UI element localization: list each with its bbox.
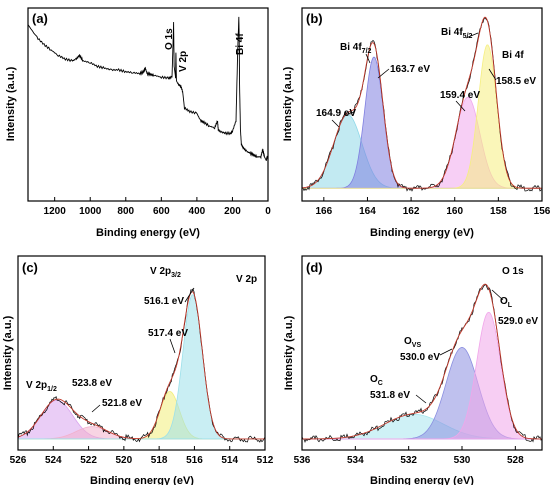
panel-b-frame xyxy=(301,7,543,202)
panel-d-label: (d) xyxy=(306,260,323,275)
panel-d-x-ticks: 536 534 532 530 528 xyxy=(294,446,524,466)
panel-c-envelope xyxy=(17,291,265,440)
panel-a-y-axis-label: Intensity (a.u.) xyxy=(5,66,17,141)
panel-b-y-axis-label: Intensity (a.u.) xyxy=(282,66,294,141)
panel-d-x-axis-label: Binding energy (eV) xyxy=(370,475,474,485)
panel-a-frame xyxy=(27,7,269,202)
panel-d-arrow-5300 xyxy=(439,348,453,356)
panel-a-peak-label-v2p: V 2p xyxy=(178,51,189,72)
panel-d-x-tick-label: 536 xyxy=(294,455,311,466)
panel-a-peak-label-bi4f: Bi 4f xyxy=(235,33,246,55)
panel-c-x-tick-label: 522 xyxy=(80,455,97,466)
panel-d-x-tick-label: 534 xyxy=(347,455,364,466)
panel-b-arrow-5-2 xyxy=(465,32,479,39)
panel-b-group-label-5-2: Bi 4f5/2 xyxy=(441,27,473,40)
panel-b-group-label-7-2: Bi 4f7/2 xyxy=(340,42,372,55)
panel-a-x-tick-label: 1200 xyxy=(44,206,67,217)
panel-c-label: (c) xyxy=(22,260,38,275)
panel-a-x-tick-label: 200 xyxy=(224,206,241,217)
panel-c-peak-fills xyxy=(17,294,265,440)
panel-a-x-tick-label: 600 xyxy=(153,206,170,217)
panel-b-x-tick-label: 164 xyxy=(359,206,376,217)
panel-b-peak-label-1594: 159.4 eV xyxy=(440,90,480,101)
panel-b-x-tick-label: 162 xyxy=(403,206,420,217)
panel-d-x-tick-label: 532 xyxy=(400,455,417,466)
panel-b-peak-label-1637: 163.7 eV xyxy=(390,64,430,75)
panel-d-peak-label-5300: 530.0 eV xyxy=(400,352,440,363)
panel-a-x-axis-label: Binding energy (eV) xyxy=(96,227,200,239)
panel-c: (c) 526 524 522 520 518 516 514 512 V 2p V 2p3/… xyxy=(2,255,274,485)
panel-c-x-tick-label: 526 xyxy=(10,455,27,466)
panel-b-peak-label-1649: 164.9 eV xyxy=(316,108,356,119)
panel-c-peak-label-5174: 517.4 eV xyxy=(148,328,188,339)
panel-b: (b) 166 164 162 160 158 156 Bi 4f Bi 4f7/2 Bi… xyxy=(282,7,550,239)
panel-c-x-tick-label: 512 xyxy=(257,455,274,466)
panel-b-x-tick-label: 160 xyxy=(446,206,463,217)
panel-b-arrow-1649 xyxy=(331,119,340,128)
panel-a-x-tick-label: 800 xyxy=(117,206,134,217)
panel-d-peak-component-2 xyxy=(302,311,543,440)
panel-d-peak-fills xyxy=(301,311,543,440)
panel-c-group-label-3-2: V 2p3/2 xyxy=(150,266,181,279)
panel-c-x-tick-label: 524 xyxy=(45,455,62,466)
panel-c-x-tick-label: 516 xyxy=(186,455,203,466)
panel-b-arrow-1585 xyxy=(488,68,497,81)
panel-d-x-tick-label: 530 xyxy=(454,455,471,466)
panel-d-group-label-ovs: OVS xyxy=(404,336,421,349)
panel-c-x-tick-label: 520 xyxy=(116,455,133,466)
panel-a-x-tick-label: 0 xyxy=(265,206,271,217)
panel-a-label: (a) xyxy=(32,11,48,26)
panel-c-arrow-5174 xyxy=(169,338,176,354)
panel-b-x-tick-label: 156 xyxy=(534,206,550,217)
panel-c-peak-label-5161: 516.1 eV xyxy=(144,296,184,307)
panel-b-x-ticks: 166 164 162 160 158 156 xyxy=(315,197,550,217)
panel-c-x-axis-label: Binding energy (eV) xyxy=(90,475,194,485)
panel-a: (a) 1200 1000 800 600 400 200 0 O 1s V 2p Bi 4… xyxy=(5,7,271,239)
panel-d-envelope xyxy=(302,283,542,440)
panel-a-x-tick-label: 400 xyxy=(189,206,206,217)
panel-d-y-axis-label: Intensity (a.u.) xyxy=(283,315,295,390)
panel-c-peak-label-5238: 523.8 eV xyxy=(72,378,112,389)
panel-d-frame xyxy=(301,255,543,451)
panel-b-x-tick-label: 166 xyxy=(315,206,332,217)
panel-d-arrow-5290 xyxy=(491,289,504,301)
panel-d-arrow-5318 xyxy=(415,394,427,404)
panel-c-arrow-5218 xyxy=(91,404,101,413)
panel-b-peak-label-1585: 158.5 eV xyxy=(496,76,536,87)
panel-c-peak-label-5218: 521.8 eV xyxy=(102,398,142,409)
panel-a-x-tick-label: 1000 xyxy=(79,206,102,217)
panel-c-arrow-5161 xyxy=(184,287,195,303)
panel-d-peak-label-5290: 529.0 eV xyxy=(498,316,538,327)
panel-b-arrow-1594 xyxy=(455,100,466,112)
panel-c-frame xyxy=(17,255,266,451)
panel-b-label: (b) xyxy=(306,11,323,26)
panel-c-title: V 2p xyxy=(236,274,257,285)
panel-b-arrow-7-2 xyxy=(365,53,371,64)
panel-d-callout-arrows xyxy=(415,289,504,404)
panel-d: (d) 536 534 532 530 528 O 1s OL 529.0 eV OVS… xyxy=(283,255,543,485)
panel-c-x-tick-label: 514 xyxy=(221,455,238,466)
panel-b-x-tick-label: 158 xyxy=(490,206,507,217)
panel-d-x-tick-label: 528 xyxy=(507,455,524,466)
panel-c-group-label-1-2: V 2p1/2 xyxy=(26,380,57,393)
panel-b-callout-arrows xyxy=(331,32,497,128)
panel-c-raw-spectrum xyxy=(17,288,266,443)
panel-d-peak-label-5318: 531.8 eV xyxy=(370,390,410,401)
panel-d-group-label-ol: OL xyxy=(500,296,513,309)
panel-b-title: Bi 4f xyxy=(502,50,524,61)
panel-b-envelope xyxy=(301,16,542,189)
panel-a-x-ticks: 1200 1000 800 600 400 200 0 xyxy=(44,197,271,217)
panel-a-spectrum-line xyxy=(27,16,269,161)
panel-c-y-axis-label: Intensity (a.u.) xyxy=(2,315,14,390)
panel-a-peak-label-o1s: O 1s xyxy=(164,28,175,50)
panel-d-title: O 1s xyxy=(502,266,524,277)
panel-b-arrow-1637 xyxy=(377,68,390,79)
panel-d-group-label-oc: OC xyxy=(370,374,383,387)
panel-c-x-ticks: 526 524 522 520 518 516 514 512 xyxy=(10,446,274,466)
panel-b-x-axis-label: Binding energy (eV) xyxy=(370,227,474,239)
panel-c-callout-arrows xyxy=(91,287,195,413)
panel-c-x-tick-label: 518 xyxy=(151,455,168,466)
